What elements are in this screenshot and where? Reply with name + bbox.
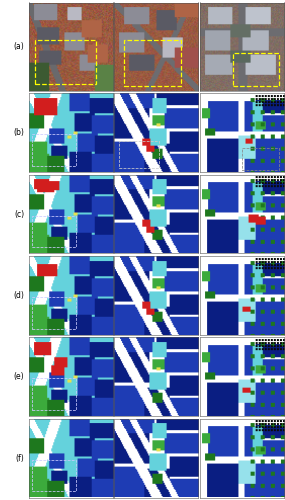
Bar xyxy=(35,40,96,84)
Bar xyxy=(233,53,279,86)
Text: (f): (f) xyxy=(15,454,24,462)
Bar xyxy=(32,297,76,328)
Text: (e): (e) xyxy=(14,372,24,381)
Bar xyxy=(124,40,181,86)
Text: (c): (c) xyxy=(14,210,24,218)
Text: (b): (b) xyxy=(13,128,24,137)
Bar xyxy=(32,134,76,166)
Text: (d): (d) xyxy=(13,291,24,300)
Bar xyxy=(32,216,76,247)
Bar xyxy=(119,140,159,168)
Bar xyxy=(32,378,76,410)
Bar xyxy=(32,460,76,491)
Bar xyxy=(242,148,279,170)
Text: (a): (a) xyxy=(13,42,24,51)
